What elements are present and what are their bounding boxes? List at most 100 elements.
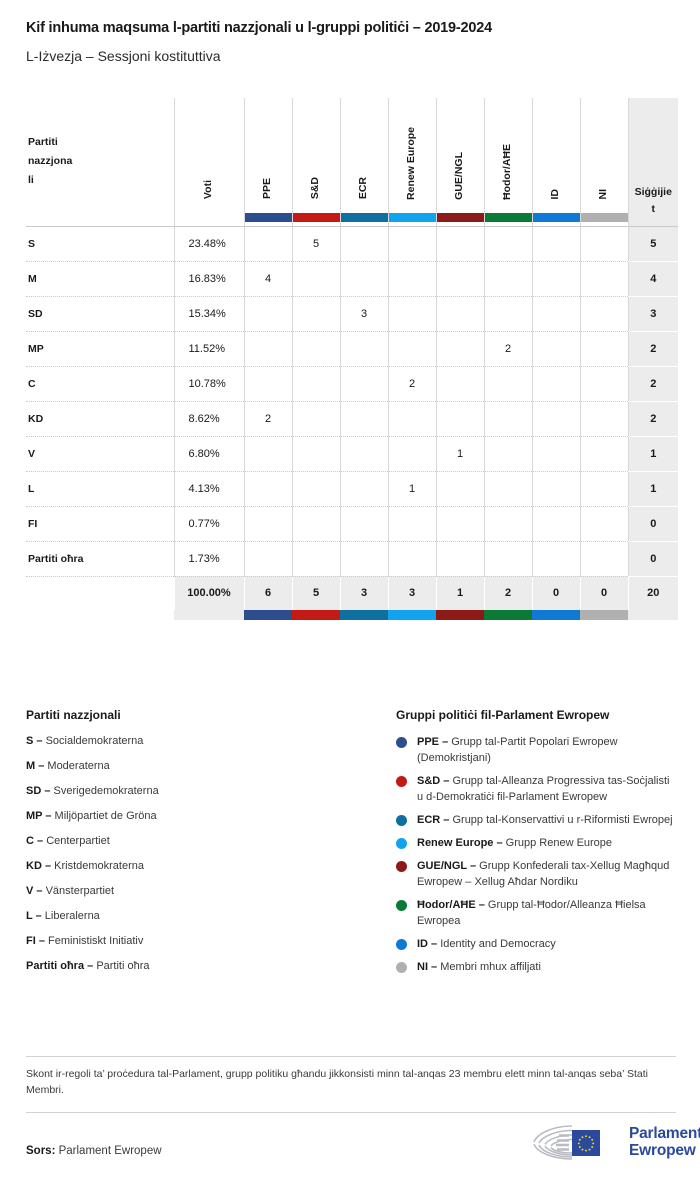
source-value: Parlament Ewropew xyxy=(58,1145,162,1157)
divider-above-note xyxy=(26,1056,676,1057)
national-party-legend-item: KD – Kristdemokraterna xyxy=(26,858,366,874)
table-row: SD 15.34% 3 3 xyxy=(26,296,678,332)
national-parties-legend-title: Partiti nazzjonali xyxy=(26,708,121,722)
row-seats-ppe: 4 xyxy=(243,261,292,297)
political-group-name: Identity and Democracy xyxy=(440,938,556,950)
column-header-national-parties-line3: li xyxy=(28,174,34,187)
political-group-legend-item: Renew Europe – Grupp Renew Europe xyxy=(396,835,678,851)
row-seats-renew-europe xyxy=(387,506,436,542)
national-party-abbr: V – xyxy=(26,885,43,897)
totals-id: 0 xyxy=(531,576,580,610)
row-seats-s-d xyxy=(291,296,340,332)
national-party-legend-item: FI – Feministiskt Initiativ xyxy=(26,933,366,949)
political-group-name: Grupp tal-Konservattivi u r-Riformisti E… xyxy=(452,814,673,826)
row-seats-ecr xyxy=(339,506,388,542)
national-party-abbr: KD – xyxy=(26,860,52,872)
row-seats-s-d: 5 xyxy=(291,225,340,262)
row-seats-gue-ngl xyxy=(435,506,484,542)
national-party-name: Kristdemokraterna xyxy=(54,860,144,872)
column-header-group-id: ID xyxy=(531,98,580,226)
group-color-strip xyxy=(484,212,532,222)
political-group-legend-item: S&D – Grupp tal-Alleanza Progressiva tas… xyxy=(396,773,678,805)
row-party-label: V xyxy=(26,436,174,472)
totals-ecr: 3 xyxy=(339,576,388,610)
table-head: Partiti nazzjona li Voti PPE S&D ECR Renew Euro… xyxy=(26,98,678,226)
political-group-abbr: ID – xyxy=(417,938,438,950)
group-color-strip xyxy=(340,212,388,222)
political-group-abbr: ECR – xyxy=(417,814,450,826)
row-total-seats: 1 xyxy=(627,436,678,472)
political-group-legend-item: GUE/NGL – Grupp Konfederali tax-Xellug M… xyxy=(396,858,678,890)
row-seats-gue-ngl xyxy=(435,261,484,297)
row-seats-id xyxy=(531,436,580,472)
row-seats-ni xyxy=(579,225,628,262)
national-party-name: Socialdemokraterna xyxy=(45,735,144,747)
totals-ni: 0 xyxy=(579,576,628,610)
group-color-dot-icon xyxy=(396,838,407,849)
national-party-legend-item: M – Moderaterna xyxy=(26,758,366,774)
row-total-seats: 0 xyxy=(627,541,678,577)
results-table-wrapper: Partiti nazzjona li Voti PPE S&D ECR Renew Euro… xyxy=(26,98,678,620)
column-header-group-gue-ngl: GUE/NGL xyxy=(435,98,484,226)
totals-ppe: 6 xyxy=(243,576,292,610)
row-seats-gue-ngl xyxy=(435,401,484,437)
group-color-strip xyxy=(244,212,292,222)
row-seats-ppe xyxy=(243,366,292,402)
column-header-votes: Voti xyxy=(173,98,244,226)
column-header-seats: Siġġijie t xyxy=(627,98,678,226)
national-party-legend-item: C – Centerpartiet xyxy=(26,833,366,849)
row-seats-id xyxy=(531,366,580,402)
row-seats-s-d xyxy=(291,261,340,297)
row-seats-renew-europe xyxy=(387,436,436,472)
national-party-name: Centerpartiet xyxy=(46,835,110,847)
logo-wordmark-line1: Parlament xyxy=(629,1125,700,1142)
political-group-name: Grupp tal-Alleanza Progressiva tas-Soċja… xyxy=(417,775,670,803)
row-total-seats: 0 xyxy=(627,506,678,542)
row-seats-ppe: 2 xyxy=(243,401,292,437)
bottom-color-strip xyxy=(340,610,388,620)
row-seats-ppe xyxy=(243,471,292,507)
political-group-legend-item: PPE – Grupp tal-Partit Popolari Ewropew … xyxy=(396,734,678,766)
row-seats-s-d xyxy=(291,471,340,507)
row-seats-ecr: 3 xyxy=(339,296,388,332)
totals-s-d: 5 xyxy=(291,576,340,610)
totals-color-strip-row xyxy=(26,610,678,620)
table-row: L 4.13% 1 1 xyxy=(26,471,678,507)
national-party-abbr: L – xyxy=(26,910,42,922)
row-seats-ni xyxy=(579,296,628,332)
table-row: S 23.48% 5 5 xyxy=(26,225,678,262)
national-party-abbr: S – xyxy=(26,735,43,747)
row-seats-id xyxy=(531,506,580,542)
totals-party-cell xyxy=(26,576,174,610)
bottom-color-strip xyxy=(436,610,484,620)
national-party-name: Sverigedemokraterna xyxy=(53,785,159,797)
row-seats--odor-a-e xyxy=(483,366,532,402)
row-party-label: FI xyxy=(26,506,174,542)
divider-below-note xyxy=(26,1112,676,1113)
row-party-label: L xyxy=(26,471,174,507)
row-seats-ecr xyxy=(339,331,388,367)
row-seats-id xyxy=(531,331,580,367)
row-seats-gue-ngl xyxy=(435,471,484,507)
group-color-strip xyxy=(532,212,580,222)
row-seats-ppe xyxy=(243,225,292,262)
row-seats-gue-ngl xyxy=(435,225,484,262)
group-color-strip xyxy=(388,212,436,222)
totals-renew-europe: 3 xyxy=(387,576,436,610)
political-group-name: Membri mhux affiljati xyxy=(440,961,541,973)
row-seats--odor-a-e xyxy=(483,471,532,507)
national-party-legend-item: SD – Sverigedemokraterna xyxy=(26,783,366,799)
table-body: S 23.48% 5 5 M 16.83% 4 4 SD 15.34% 3 3 MP 11.52% 2 2 C 1… xyxy=(26,225,678,577)
table-row: Partiti oħra 1.73% 0 xyxy=(26,541,678,577)
national-party-legend-item: Partiti oħra – Partiti oħra xyxy=(26,958,366,974)
political-group-abbr: Renew Europe – xyxy=(417,837,503,849)
group-color-dot-icon xyxy=(396,815,407,826)
group-color-strip xyxy=(436,212,484,222)
political-group-legend-item: NI – Membri mhux affiljati xyxy=(396,959,678,975)
totals-gue-ngl: 1 xyxy=(435,576,484,610)
row-votes-share: 16.83% xyxy=(173,261,244,297)
row-seats-gue-ngl xyxy=(435,296,484,332)
column-header-group-renew-europe: Renew Europe xyxy=(387,98,436,226)
column-header-seats-line1: Siġġijie xyxy=(634,185,672,198)
table-foot: 100.00% 6 5 3 3 1 2 0 0 20 xyxy=(26,576,678,620)
